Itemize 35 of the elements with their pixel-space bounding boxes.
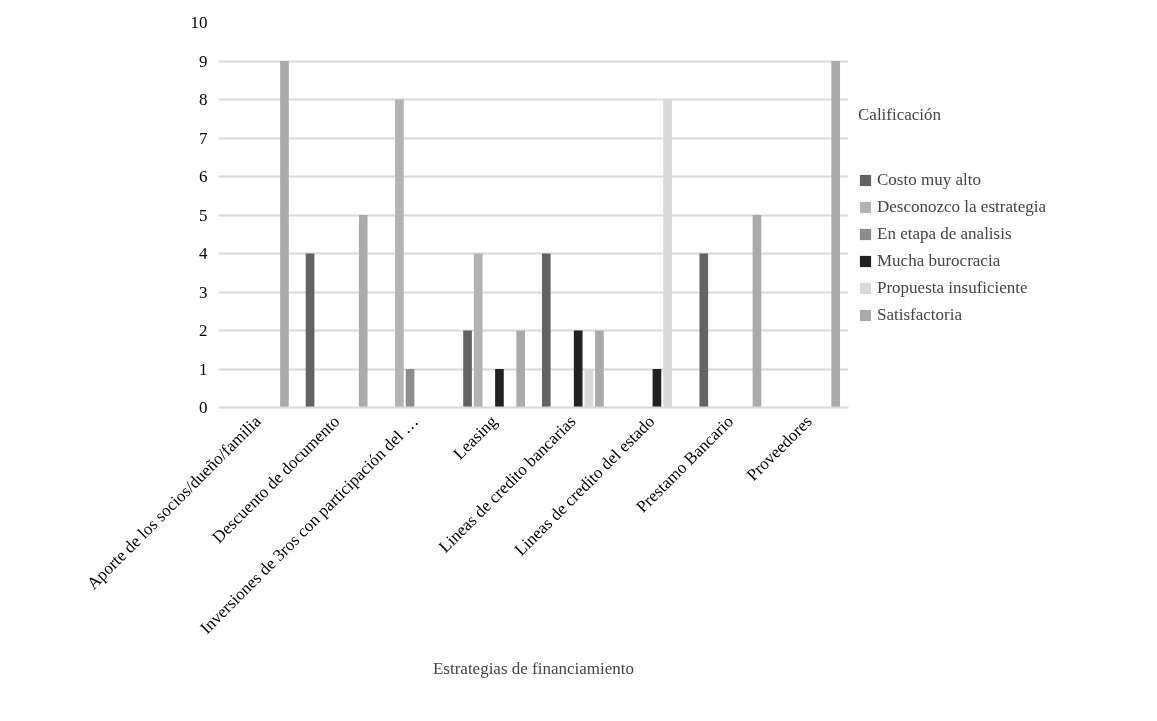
y-tick-label: 8 [199, 90, 208, 109]
bar [395, 99, 404, 408]
legend-label: Mucha burocracia [877, 250, 1001, 271]
bar [473, 253, 483, 408]
legend-label: Costo muy alto [877, 169, 981, 190]
bar [305, 253, 315, 408]
y-tick-label: 10 [190, 13, 208, 32]
bar [595, 330, 604, 408]
legend-label: En etapa de analisis [877, 223, 1012, 244]
x-axis-title: Estrategias de financiamiento [432, 659, 635, 679]
bar [405, 369, 415, 408]
y-tick-label: 3 [199, 282, 208, 302]
legend-label: Satisfactoria [877, 304, 962, 325]
y-tick-label: 4 [199, 244, 208, 263]
bar [463, 330, 472, 408]
y-tick-label: 9 [199, 51, 208, 71]
bar [752, 215, 762, 408]
y-tick-label: 2 [199, 321, 208, 340]
y-tick-label: 5 [199, 205, 208, 225]
legend-title: Calificación [858, 104, 943, 125]
bar [280, 61, 289, 408]
y-tick-label: 6 [199, 167, 208, 186]
legend-label: Propuesta insuficiente [877, 277, 1028, 298]
bar [573, 330, 583, 408]
bar [495, 369, 504, 408]
legend-label: Desconozco la estrategia [877, 196, 1046, 217]
y-tick-label: 7 [199, 128, 208, 148]
bar [699, 253, 709, 408]
bar [831, 61, 841, 408]
y-tick-label: 0 [199, 398, 208, 417]
bar [516, 330, 526, 408]
bar [541, 253, 551, 408]
bar [652, 369, 662, 408]
y-tick-label: 1 [199, 359, 208, 379]
bar [358, 215, 368, 408]
